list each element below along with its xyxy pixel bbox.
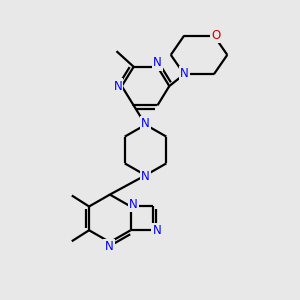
Text: O: O [212, 29, 220, 42]
Text: N: N [113, 80, 122, 93]
Text: N: N [141, 117, 150, 130]
Text: N: N [152, 224, 161, 237]
Text: N: N [129, 198, 138, 211]
Text: N: N [180, 67, 189, 80]
Text: N: N [153, 56, 162, 69]
Text: N: N [141, 170, 150, 183]
Text: N: N [105, 240, 113, 253]
